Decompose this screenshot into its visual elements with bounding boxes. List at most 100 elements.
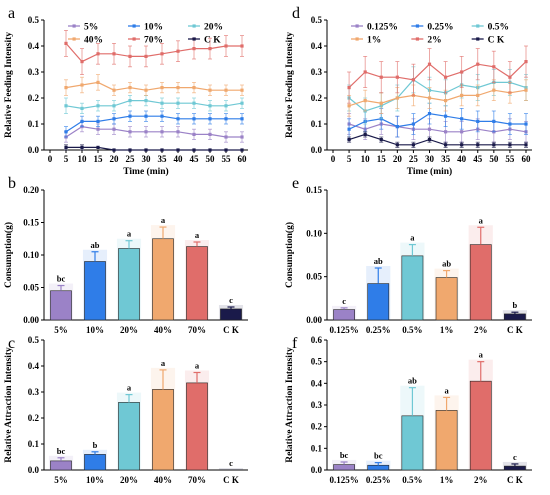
x-tick-label: 10% <box>86 475 104 485</box>
data-point <box>208 104 212 108</box>
data-point <box>192 47 196 51</box>
series-line <box>65 81 242 91</box>
x-tick-label: 2% <box>474 325 488 335</box>
data-point <box>128 114 132 118</box>
data-point <box>363 132 367 136</box>
significance-letter: a <box>479 350 484 360</box>
data-point <box>363 99 367 103</box>
data-point <box>64 86 68 90</box>
data-point <box>224 44 228 48</box>
x-tick-label: 35 <box>158 154 168 164</box>
y-tick-label: 0.2 <box>311 93 323 103</box>
panel-f: f 0.0 0.1 0.2 0.3 0.4 0.5 0.6 Relative Attractio… <box>285 335 532 485</box>
data-point <box>208 148 212 152</box>
series-70- <box>64 29 244 75</box>
x-tick-label: 60 <box>238 154 248 164</box>
data-point <box>395 125 399 129</box>
panel-b: b 0.00 0.05 0.10 0.15 0.20 Consumption(g) bc 5% a… <box>3 175 248 335</box>
data-point <box>347 104 351 108</box>
x-tick-label: 5 <box>347 154 352 164</box>
legend: 0.125% 0.25% 0.5% 1% 2% C K <box>351 22 509 45</box>
bar <box>504 465 526 471</box>
series-10- <box>64 110 244 138</box>
bar-shadow <box>218 468 244 470</box>
x-tick-label: 25 <box>126 154 136 164</box>
data-point <box>379 75 383 79</box>
data-point <box>96 104 100 108</box>
data-point <box>160 101 164 105</box>
y-tick-label: 0.0 <box>28 145 40 155</box>
x-tick-label: 0.5% <box>402 325 422 335</box>
bar-group: bc 5% <box>48 446 74 485</box>
y-tick-label: 0.4 <box>311 378 323 388</box>
data-point <box>492 143 496 147</box>
data-point <box>460 117 464 121</box>
x-axis-title: Time (min) <box>407 166 452 177</box>
data-point <box>128 99 132 103</box>
significance-letter: ab <box>374 256 383 266</box>
data-point <box>524 88 528 92</box>
y-axis-title: Consumption(g) <box>284 222 295 288</box>
data-point <box>64 41 68 45</box>
data-point <box>112 88 116 92</box>
data-point <box>80 106 84 110</box>
bar-group: ab 10% <box>82 240 108 335</box>
bar-group: a 0.5% <box>400 233 425 335</box>
data-point <box>240 88 244 92</box>
y-tick-label: 0.10 <box>23 250 39 260</box>
x-tick-label: 30 <box>142 154 152 164</box>
y-axis-title: Relative Attraction Intensity <box>285 347 295 463</box>
y-axis-title: Relative Feeding Intensity <box>4 32 14 138</box>
y-tick-label: 0.05 <box>23 283 39 293</box>
panel-label: c <box>8 335 15 352</box>
x-tick-label: 5% <box>54 325 68 335</box>
x-axis-title: Time (min) <box>123 166 168 177</box>
data-point <box>347 86 351 90</box>
legend: 5% 10% 20% 40% 70% C K <box>68 22 223 45</box>
x-tick-label: 35 <box>441 154 451 164</box>
x-tick-label: C K <box>507 325 523 335</box>
data-point <box>96 145 100 149</box>
y-tick-label: 0.6 <box>311 335 323 345</box>
bar-group: ab 0.5% <box>400 376 425 485</box>
bar <box>152 389 174 471</box>
significance-letter: a <box>127 383 132 393</box>
x-tick-label: 10 <box>78 154 88 164</box>
data-point <box>363 70 367 74</box>
data-point <box>492 88 496 92</box>
x-tick-label: 10 <box>361 154 371 164</box>
y-tick-label: 0.3 <box>28 67 40 77</box>
significance-letter: a <box>444 385 449 395</box>
data-point <box>411 122 416 126</box>
data-point <box>240 135 244 139</box>
bar-group: a 2% <box>468 350 493 485</box>
y-tick-label: 0.0 <box>311 145 323 155</box>
data-point <box>224 104 228 108</box>
data-point <box>176 49 180 53</box>
bar-group: bc 0.25% <box>366 451 391 485</box>
y-tick-label: 0.5 <box>28 15 40 25</box>
x-tick-label: 45 <box>473 154 483 164</box>
data-point <box>492 65 496 69</box>
series-line <box>65 99 243 110</box>
x-tick-label: 45 <box>190 154 200 164</box>
data-point <box>112 148 116 152</box>
x-tick-label: 5 <box>64 154 69 164</box>
bar-group: ab 1% <box>434 259 459 335</box>
data-point <box>427 127 432 131</box>
legend-marker <box>192 37 196 41</box>
legend-label: 0.125% <box>367 22 398 32</box>
data-point <box>508 143 512 147</box>
data-point <box>240 44 244 48</box>
bar <box>367 283 390 321</box>
bar <box>186 382 208 471</box>
x-tick-label: 40% <box>154 325 172 335</box>
x-tick-label: 50 <box>489 154 499 164</box>
x-tick-label: 50 <box>206 154 216 164</box>
data-point <box>427 112 432 116</box>
bar <box>118 402 140 471</box>
legend-label: C K <box>488 35 505 45</box>
data-point <box>176 101 180 105</box>
bar-group: c C K <box>502 452 528 485</box>
significance-letter: a <box>479 215 484 225</box>
